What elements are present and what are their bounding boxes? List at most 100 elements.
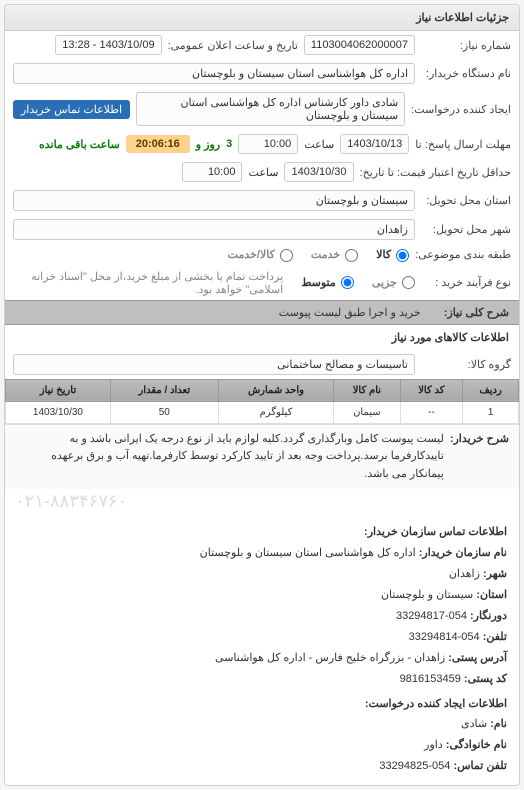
field-requester: شادی داور کارشناس اداره کل هواشناسی استا… [136,92,405,126]
field-announce: 1403/10/09 - 13:28 [55,35,161,55]
row-requester: ایجاد کننده درخواست: شادی داور کارشناس ا… [5,88,519,130]
field-validity-time: 10:00 [182,162,242,182]
contact-province-row: استان: سیستان و بلوچستان [17,585,507,606]
radio-goods[interactable] [396,249,409,262]
field-req-no: 1103004062000007 [304,35,415,55]
label-cc-phone: تلفن تماس: [453,760,507,772]
radio-goods-text: کالا [376,249,391,261]
th-date[interactable]: تاریخ نیاز [6,379,111,401]
label-summary: شرح کلی نیاز: [444,307,509,319]
radio-goods-label[interactable]: کالا [376,248,409,262]
field-org: اداره کل هواشناسی استان سیستان و بلوچستا… [13,63,415,84]
details-panel: جزئیات اطلاعات نیاز شماره نیاز: 11030040… [4,4,520,786]
creator-header: اطلاعات ایجاد کننده درخواست: [17,694,507,715]
watermark-phone: ۰۲۱-۸۸۳۴۶۷۶۰ [5,489,519,514]
panel-title: جزئیات اطلاعات نیاز [5,5,519,31]
th-name[interactable]: نام کالا [334,379,400,401]
c-postal: 9816153459 [400,673,461,685]
label-classification: طبقه بندی موضوعی: [415,248,511,261]
cc-phone: 054-33294825 [379,760,450,772]
table-row[interactable]: 1 -- سیمان کیلوگرم 50 1403/10/30 [6,401,519,423]
c-org: اداره کل هواشناسی استان سیستان و بلوچستا… [200,547,416,559]
td-date: 1403/10/30 [6,401,111,423]
contact-fax-row: دورنگار: 054-33294817 [17,606,507,627]
label-reply-deadline: مهلت ارسال پاسخ: تا [415,138,511,151]
row-city: شهر محل تحویل: زاهدان [5,215,519,244]
row-group: گروه کالا: تاسیسات و مصالح ساختمانی [5,350,519,379]
radio-service[interactable] [345,249,358,262]
c-name: شادی [461,718,487,730]
row-purchase-type: نوع فرآیند خرید : جزیی متوسط پرداخت تمام… [5,266,519,300]
td-qty: 50 [110,401,218,423]
th-qty[interactable]: تعداد / مقدار [110,379,218,401]
th-unit[interactable]: واحد شمارش [218,379,334,401]
label-c-phone: تلفن: [483,631,507,643]
label-group: گروه کالا: [421,358,511,371]
label-c-fax: دورنگار: [470,610,507,622]
label-city: شهر محل تحویل: [421,223,511,236]
summary-value: خرید و اجرا طبق لیست پیوست [279,307,421,319]
row-province: استان محل تحویل: سیستان و بلوچستان [5,186,519,215]
th-code[interactable]: کد کالا [400,379,463,401]
field-validity-date: 1403/10/30 [284,162,353,182]
contact-org-row: نام سازمان خریدار: اداره کل هواشناسی است… [17,543,507,564]
creator-phone-row: تلفن تماس: 054-33294825 [17,756,507,777]
td-unit: کیلوگرم [218,401,334,423]
label-c-city: شهر: [483,568,507,580]
radio-both-label[interactable]: کالا/خدمت [228,248,293,262]
label-announce: تاریخ و ساعت اعلان عمومی: [168,39,298,52]
row-reply-deadline: مهلت ارسال پاسخ: تا 1403/10/13 ساعت 10:0… [5,130,519,158]
field-city: زاهدان [13,219,415,240]
label-c-org: نام سازمان خریدار: [419,547,507,559]
label-time-1: ساعت [304,138,334,151]
row-validity: حداقل تاریخ اعتبار قیمت: تا تاریخ: 1403/… [5,158,519,186]
label-requester: ایجاد کننده درخواست: [411,103,511,116]
contact-header: اطلاعات تماس سازمان خریدار: [17,522,507,543]
contact-postal-row: کد پستی: 9816153459 [17,669,507,690]
radio-medium[interactable] [341,276,354,289]
th-row[interactable]: ردیف [463,379,519,401]
field-province: سیستان و بلوچستان [13,190,415,211]
summary-bar: شرح کلی نیاز: خرید و اجرا طبق لیست پیوست [5,300,519,325]
label-day: روز و [196,138,220,151]
description-text: لیست پیوست کامل وبارگذاری گردد.کلیه لواز… [15,431,444,484]
row-request-number: شماره نیاز: 1103004062000007 تاریخ و ساع… [5,31,519,59]
label-c-name: نام: [490,718,507,730]
radio-small-label[interactable]: جزیی [372,276,415,290]
days-remaining: 3 [226,138,232,150]
c-lastname: داور [424,739,443,751]
row-classification: طبقه بندی موضوعی: کالا خدمت کالا/خدمت [5,244,519,266]
purchase-note: پرداخت تمام یا بخشی از مبلغ خرید،از محل … [13,270,283,296]
c-province: سیستان و بلوچستان [381,589,473,601]
items-header: اطلاعات کالاهای مورد نیاز [5,325,519,350]
c-fax: 054-33294817 [396,610,467,622]
label-province: استان محل تحویل: [421,194,511,207]
radio-medium-label[interactable]: متوسط [301,276,354,290]
radio-both[interactable] [280,249,293,262]
items-table: ردیف کد کالا نام کالا واحد شمارش تعداد /… [5,379,519,424]
creator-name-row: نام: شادی [17,714,507,735]
radio-service-text: خدمت [311,249,340,261]
contact-city-row: شهر: زاهدان [17,564,507,585]
td-code: -- [400,401,463,423]
label-c-province: استان: [476,589,507,601]
radio-small-text: جزیی [372,277,397,289]
field-reply-date: 1403/10/13 [340,134,409,154]
table-header-row: ردیف کد کالا نام کالا واحد شمارش تعداد /… [6,379,519,401]
label-c-lastname: نام خانوادگی: [446,739,507,751]
field-reply-time: 10:00 [238,134,298,154]
buyer-contact-link[interactable]: اطلاعات تماس خریدار [13,100,130,119]
td-name: سیمان [334,401,400,423]
radio-service-label[interactable]: خدمت [311,248,358,262]
row-org: نام دستگاه خریدار: اداره کل هواشناسی است… [5,59,519,88]
label-description: شرح خریدار: [450,431,509,484]
countdown-timer: 20:06:16 [126,135,190,153]
label-time-2: ساعت [248,166,278,179]
td-row: 1 [463,401,519,423]
label-c-address: آدرس پستی: [448,652,507,664]
field-group: تاسیسات و مصالح ساختمانی [13,354,415,375]
radio-small[interactable] [402,276,415,289]
contact-address-row: آدرس پستی: زاهدان - بزرگراه خلیج فارس - … [17,648,507,669]
description-box: شرح خریدار: لیست پیوست کامل وبارگذاری گر… [5,424,519,490]
radio-medium-text: متوسط [301,277,336,289]
